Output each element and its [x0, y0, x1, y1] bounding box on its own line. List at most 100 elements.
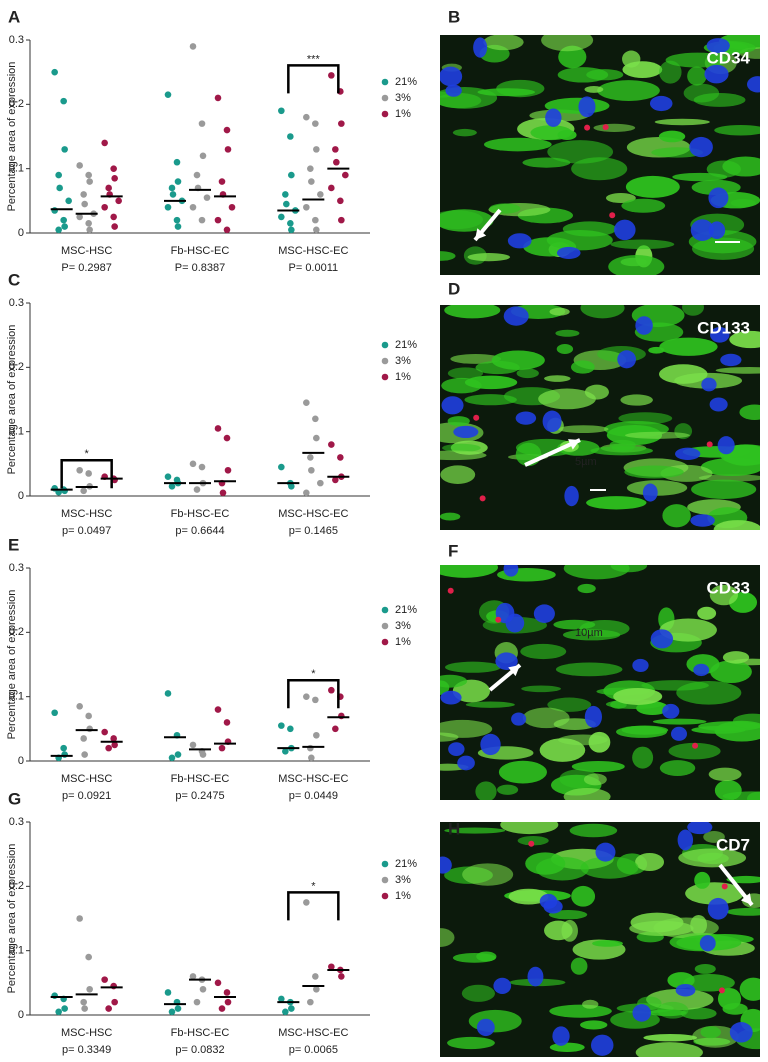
nucleus — [595, 842, 616, 862]
y-tick-label: 0.1 — [9, 163, 24, 175]
legend-label: 21% — [395, 604, 417, 616]
y-tick-label: 0.1 — [9, 945, 24, 957]
data-point — [101, 139, 108, 147]
data-point — [85, 220, 92, 227]
texture — [588, 731, 611, 753]
data-point — [168, 184, 176, 192]
nucleus — [448, 742, 465, 757]
p-value: p= 0.2475 — [175, 790, 224, 802]
data-point — [303, 899, 310, 906]
texture — [665, 52, 730, 68]
x-tick-label: Fb-HSC-EC — [171, 1027, 230, 1039]
data-point — [174, 223, 182, 230]
data-point — [76, 915, 83, 922]
texture — [682, 305, 705, 316]
arrow-head — [568, 439, 580, 450]
data-point — [101, 976, 108, 983]
data-point — [85, 171, 92, 179]
data-point — [86, 725, 93, 733]
legend-swatch — [381, 622, 389, 630]
nucleus — [584, 705, 602, 728]
texture — [613, 688, 663, 705]
arrow-head — [475, 228, 487, 240]
micrograph — [440, 305, 760, 530]
data-point — [61, 1005, 68, 1012]
texture — [442, 443, 481, 453]
nucleus — [539, 893, 558, 909]
data-point — [80, 735, 87, 742]
nucleus — [457, 755, 475, 771]
texture — [580, 305, 625, 319]
texture — [516, 368, 539, 379]
texture — [608, 255, 665, 275]
texture — [465, 701, 515, 708]
texture — [726, 907, 760, 916]
stain — [495, 616, 502, 623]
texture — [610, 239, 675, 250]
texture — [577, 583, 596, 594]
texture — [445, 661, 501, 673]
texture — [440, 928, 455, 947]
texture — [496, 79, 545, 98]
x-tick-label: MSC-HSC — [61, 245, 112, 257]
x-tick-label: Fb-HSC-EC — [171, 508, 230, 520]
legend-swatch — [381, 860, 389, 868]
y-tick-label: 0.3 — [9, 297, 24, 309]
legend-swatch — [381, 892, 389, 900]
data-point — [189, 973, 197, 980]
texture — [643, 1034, 698, 1042]
data-point — [76, 213, 83, 221]
texture — [475, 781, 497, 800]
data-point — [337, 454, 344, 461]
y-axis-label: Percentage area of expression — [6, 590, 18, 740]
texture — [739, 404, 760, 420]
texture — [730, 198, 756, 208]
texture — [722, 651, 750, 664]
y-axis-label: Percentage area of expression — [6, 844, 18, 994]
texture — [549, 307, 570, 316]
texture — [522, 707, 570, 729]
arrow-head — [740, 893, 752, 905]
texture — [447, 367, 484, 380]
texture — [625, 175, 680, 198]
texture — [530, 125, 573, 141]
significance-bracket — [60, 459, 113, 489]
texture — [440, 565, 498, 578]
data-point — [328, 441, 335, 448]
data-point — [214, 94, 222, 102]
texture — [555, 662, 623, 677]
data-point — [214, 425, 222, 432]
data-point — [164, 473, 172, 481]
texture — [558, 45, 587, 69]
stain — [692, 742, 699, 749]
marker-label: CD34 — [707, 48, 751, 67]
data-point — [189, 460, 197, 468]
nucleus — [689, 136, 713, 158]
nucleus — [527, 966, 544, 987]
data-point — [223, 126, 231, 134]
texture — [452, 952, 496, 963]
texture — [662, 504, 691, 528]
texture — [691, 179, 741, 196]
nucleus — [729, 1022, 753, 1043]
data-point — [278, 722, 285, 729]
data-point — [105, 184, 112, 192]
data-point — [55, 1008, 62, 1016]
data-point — [303, 399, 310, 407]
texture — [549, 1042, 585, 1052]
marker-label: CD33 — [707, 578, 750, 597]
texture — [709, 584, 739, 606]
texture — [483, 35, 524, 51]
data-point — [61, 223, 68, 230]
texture — [440, 251, 456, 261]
data-point — [312, 696, 319, 704]
scale-label: 10µm — [575, 627, 603, 639]
data-point — [105, 1005, 112, 1012]
data-point — [223, 719, 231, 726]
x-tick-label: Fb-HSC-EC — [171, 245, 230, 257]
data-point — [51, 207, 58, 214]
nucleus — [675, 983, 696, 997]
nucleus — [704, 64, 729, 84]
panel-label: F — [448, 541, 458, 560]
panel-label: H — [448, 819, 460, 838]
